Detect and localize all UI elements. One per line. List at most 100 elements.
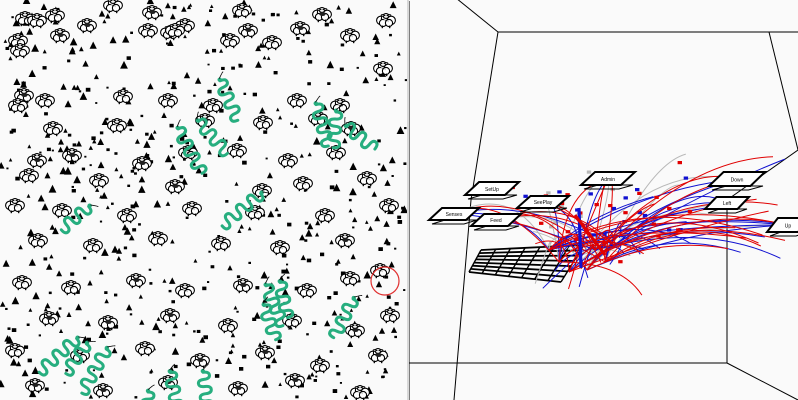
sheep-agent[interactable] [135,341,155,357]
sheep-agent[interactable] [10,43,30,59]
sheep-agent[interactable] [8,98,28,114]
snake-agent[interactable] [77,340,116,397]
2d-world-panel[interactable] [0,0,407,400]
snake-agent[interactable] [212,71,244,123]
selection-ring[interactable] [370,266,400,296]
snake-agent[interactable] [35,329,87,377]
snake-agent[interactable] [326,104,344,150]
sheep-agent[interactable] [107,118,127,134]
node-plate[interactable] [764,217,798,233]
sheep-agent[interactable] [39,311,59,327]
sheep-agent[interactable] [357,171,377,187]
sheep-agent[interactable] [5,198,25,214]
3d-graph-canvas[interactable]: SetUp Senses Feed Admin Down Left Up SeePlay [409,0,798,400]
sheep-agent[interactable] [287,93,307,109]
sheep-agent[interactable] [379,198,399,214]
sheep-agent[interactable] [293,176,313,192]
sheep-agent[interactable] [165,23,185,39]
3d-graph-panel[interactable]: SetUp Senses Feed Admin Down Left Up SeePlay [409,0,798,400]
sheep-agent[interactable] [103,0,123,14]
sheep-agent[interactable] [218,318,238,334]
snake-agent[interactable] [273,273,295,320]
graph-node[interactable]: SeePlay [514,195,572,213]
graph-node[interactable]: Feed [468,213,524,231]
snake-agent[interactable] [57,197,99,235]
sheep-agent[interactable] [370,263,390,279]
sheep-agent[interactable] [93,383,113,399]
sheep-agent[interactable] [117,208,137,224]
sheep-agent[interactable] [28,233,48,249]
sheep-agent[interactable] [5,343,25,359]
graph-node[interactable]: SetUp [462,181,522,200]
sheep-agent[interactable] [43,121,63,137]
sheep-agent[interactable] [335,233,355,249]
sheep-agent[interactable] [138,23,158,39]
sheep-agent[interactable] [253,115,273,131]
sheep-agent[interactable] [165,179,185,195]
panel-divider[interactable] [407,0,409,400]
sheep-agent[interactable] [203,98,223,114]
snake-agent[interactable] [170,119,208,177]
sheep-agent[interactable] [220,33,240,49]
sheep-agent[interactable] [350,385,370,400]
graph-node[interactable]: Admin [578,171,638,190]
sheep-agent[interactable] [228,381,248,397]
sheep-agent[interactable] [52,203,72,219]
sheep-agent[interactable] [345,323,365,339]
snake-agent[interactable] [258,276,289,329]
snake-agent[interactable] [163,363,185,400]
sheep-agent[interactable] [190,353,210,369]
sheep-agent[interactable] [368,348,388,364]
sheep-agent[interactable] [285,373,305,389]
sheep-agent[interactable] [270,240,290,256]
snake-agent[interactable] [328,290,363,341]
sheep-agent[interactable] [12,275,32,291]
graph-node[interactable]: Up [764,217,798,237]
graph-node[interactable]: Senses [426,207,482,225]
snake-agent[interactable] [189,111,232,158]
sheep-agent[interactable] [132,156,152,172]
sheep-agent[interactable] [373,61,393,77]
sheep-agent[interactable] [8,33,28,49]
sheep-agent[interactable] [27,153,47,169]
sheep-agent[interactable] [19,168,39,184]
snake-agent[interactable] [61,335,96,378]
snake-agent[interactable] [218,184,271,231]
sheep-agent[interactable] [278,153,298,169]
sheep-agent[interactable] [211,236,231,252]
sheep-agent[interactable] [142,5,162,21]
sheep-agent[interactable] [233,278,253,294]
sheep-agent[interactable] [25,378,45,394]
sheep-agent[interactable] [62,148,82,164]
sheep-agent[interactable] [312,7,332,23]
sheep-agent[interactable] [148,231,168,247]
sheep-agent[interactable] [27,13,47,29]
sheep-agent[interactable] [255,345,275,361]
sheep-agent[interactable] [160,308,180,324]
snake-agent[interactable] [256,296,282,342]
sheep-agent[interactable] [61,280,81,296]
sheep-agent[interactable] [158,93,178,109]
sheep-agent[interactable] [45,8,65,24]
snake-agent[interactable] [140,384,156,400]
sheep-agent[interactable] [380,308,400,324]
sheep-agent[interactable] [315,208,335,224]
sheep-agent[interactable] [50,28,70,44]
sheep-agent[interactable] [126,273,146,289]
sheep-agent[interactable] [340,271,360,287]
snake-agent[interactable] [308,95,334,149]
sheep-agent[interactable] [175,283,195,299]
sheep-agent[interactable] [330,98,350,114]
sheep-agent[interactable] [297,283,317,299]
sheep-agent[interactable] [227,143,247,159]
sheep-agent[interactable] [98,315,118,331]
graph-node[interactable]: Down [706,171,768,191]
sheep-agent[interactable] [262,35,282,51]
sheep-agent[interactable] [238,23,258,39]
sheep-agent[interactable] [89,173,109,189]
sheep-agent[interactable] [83,238,103,254]
snake-agent[interactable] [337,117,379,154]
sheep-agent[interactable] [310,358,330,374]
snake-agent[interactable] [196,363,215,400]
sheep-agent[interactable] [77,18,97,34]
